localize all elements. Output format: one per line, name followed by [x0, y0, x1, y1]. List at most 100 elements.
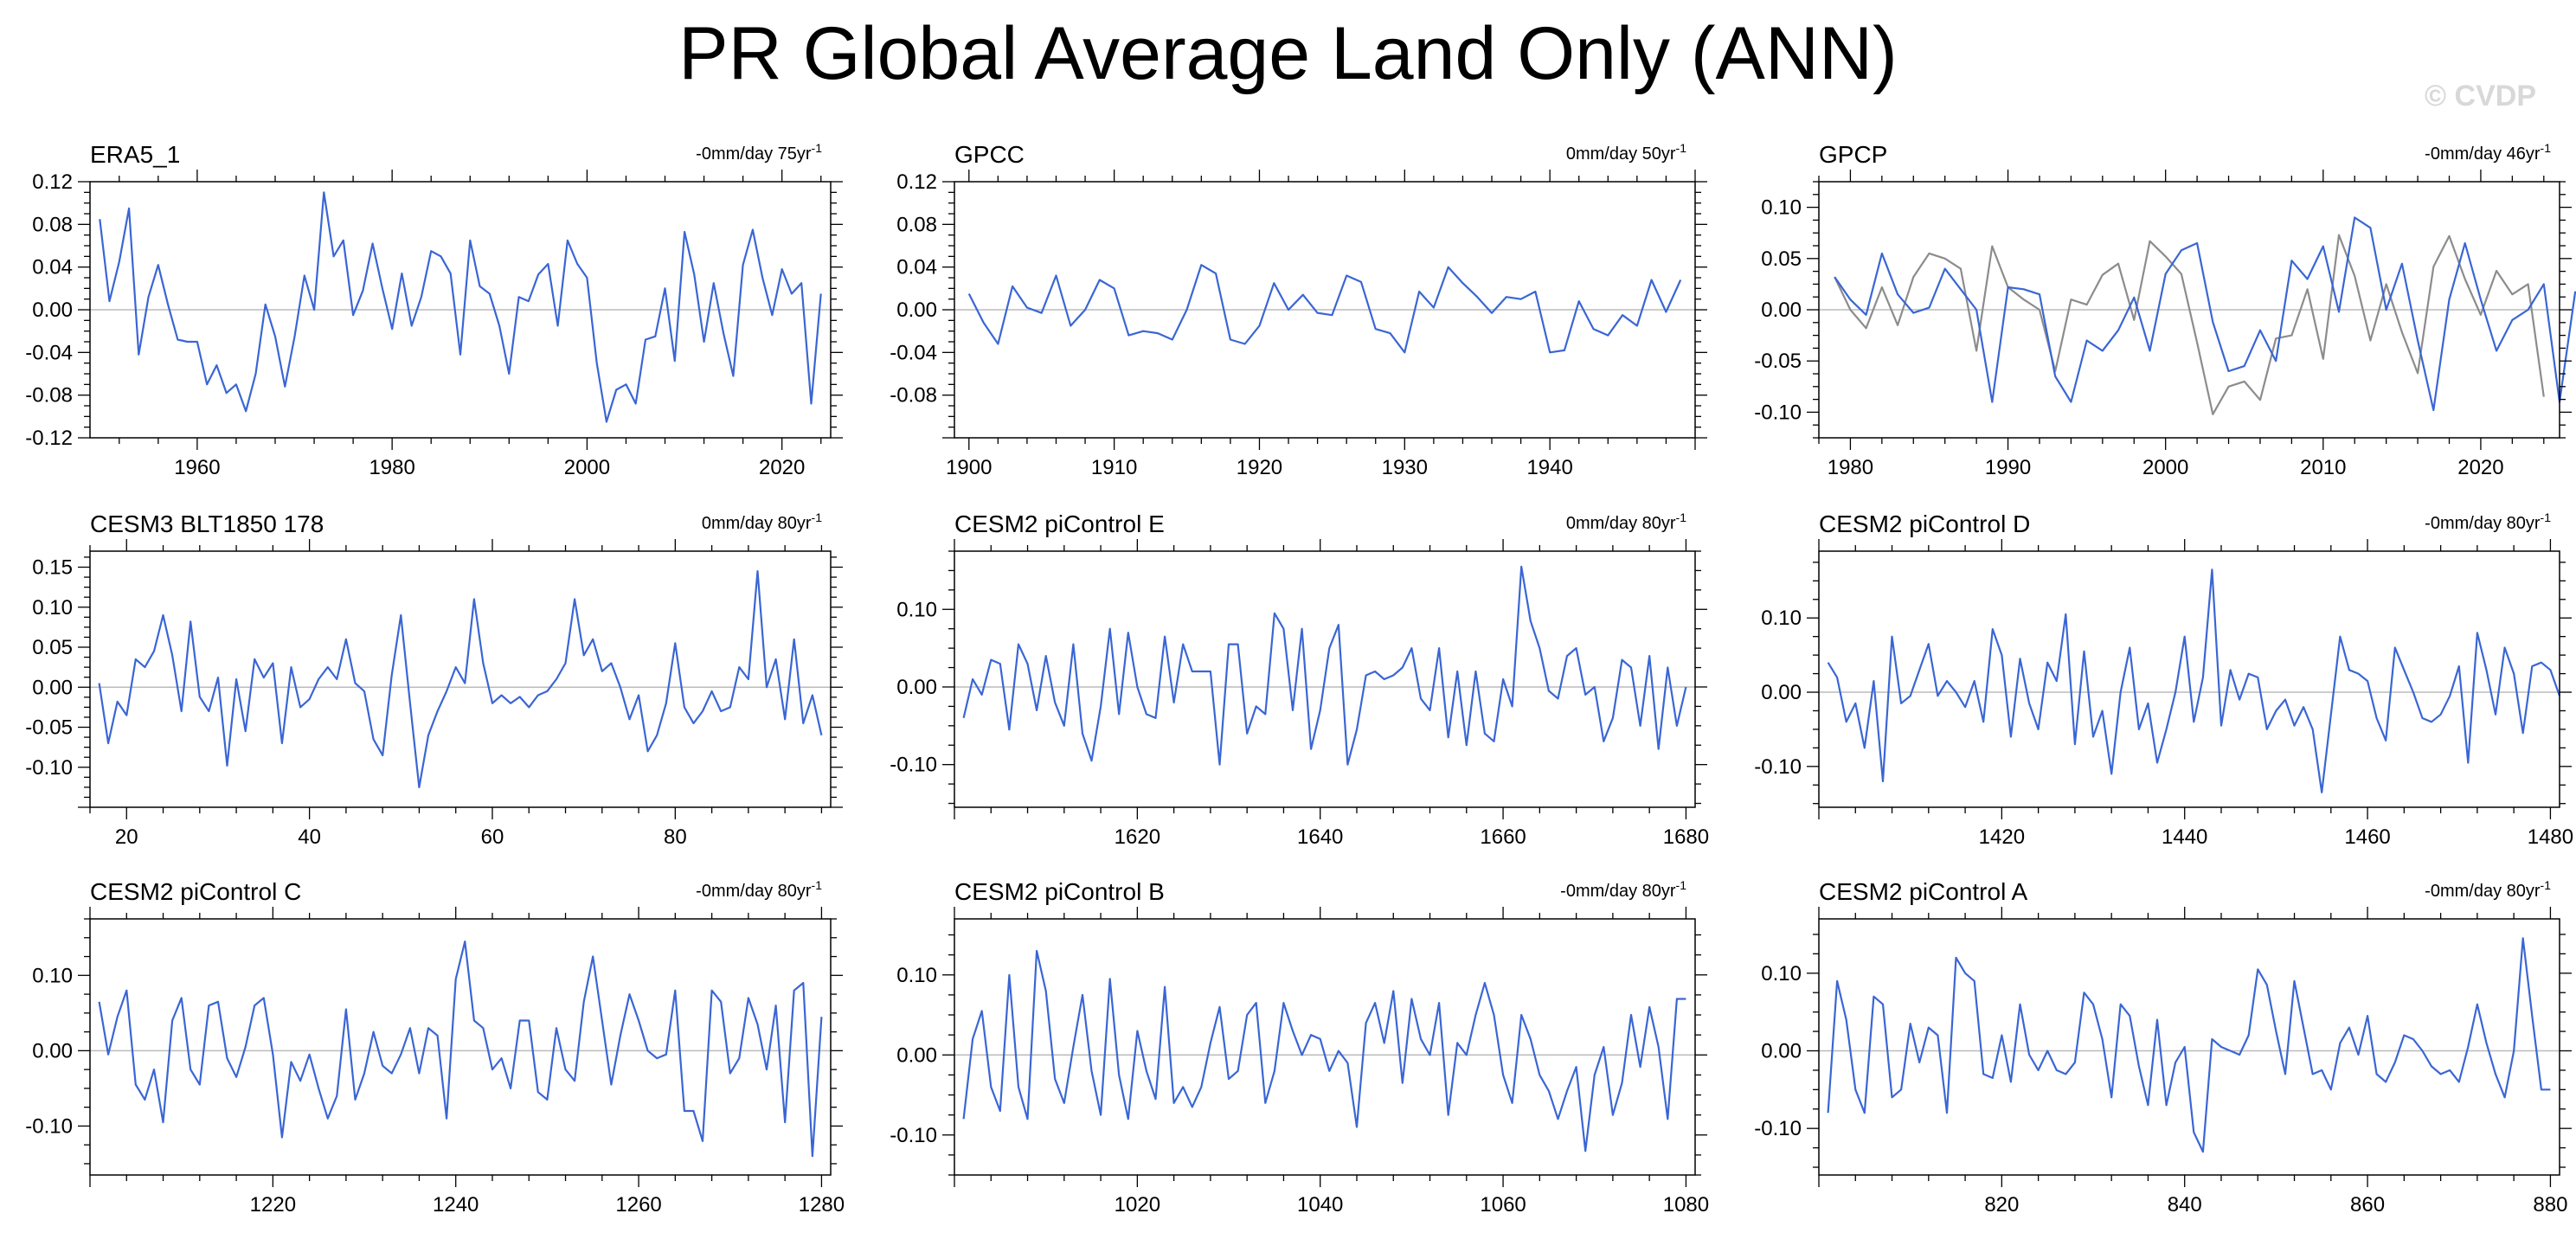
- panel-title: CESM3 BLT1850 178: [90, 510, 324, 537]
- y-tick-label: 0.12: [32, 170, 73, 194]
- panel-title: CESM2 piControl E: [954, 510, 1165, 537]
- x-tick-label: 2020: [2457, 456, 2503, 479]
- plot-frame: [954, 918, 1696, 1176]
- x-tick-label: 1460: [2344, 825, 2390, 849]
- panel-title: ERA5_1: [90, 141, 180, 168]
- chart-panel-5: CESM2 piControl E 0mm/day 80yr-1 1620 1640 1…: [890, 510, 1709, 849]
- series-line-1: [98, 940, 823, 1158]
- x-tick-label: 20: [115, 825, 138, 849]
- series-line-1: [1827, 937, 2551, 1153]
- series-line-1: [967, 264, 1682, 354]
- x-tick-label: 1930: [1382, 456, 1428, 479]
- chart-panel-8: CESM2 piControl B -0mm/day 80yr-1 1020 1040…: [890, 878, 1709, 1217]
- series-line-1: [99, 191, 822, 423]
- chart-panel-6: CESM2 piControl D -0mm/day 80yr-1 1420 1440…: [1754, 510, 2573, 849]
- x-tick-label: 2000: [2142, 456, 2188, 479]
- y-tick-label: -0.10: [1754, 401, 1802, 424]
- page-title: PR Global Average Land Only (ANN): [678, 12, 1898, 95]
- plot-frame: [89, 550, 832, 808]
- panel-title: GPCC: [954, 141, 1025, 168]
- x-tick-label: 1920: [1237, 456, 1282, 479]
- x-tick-label: 1980: [1828, 456, 1873, 479]
- x-tick-label: 40: [298, 825, 321, 849]
- y-tick-label: 0.10: [1761, 962, 1802, 986]
- trend-label: -0mm/day 80yr-1: [2425, 878, 2551, 901]
- x-tick-label: 1240: [433, 1193, 479, 1217]
- y-tick-label: 0.00: [1761, 1039, 1802, 1063]
- y-tick-label: 0.10: [896, 964, 937, 987]
- y-tick-label: 0.10: [32, 964, 73, 987]
- y-tick-label: 0.04: [896, 256, 937, 279]
- y-tick-label: 0.05: [32, 636, 73, 659]
- x-tick-label: 1080: [1663, 1193, 1709, 1217]
- x-tick-label: 1440: [2162, 825, 2207, 849]
- x-tick-label: 1910: [1091, 456, 1137, 479]
- y-tick-label: 0.05: [1761, 247, 1802, 271]
- y-tick-label: -0.10: [890, 1124, 937, 1147]
- y-tick-label: 0.08: [896, 213, 937, 236]
- x-tick-label: 880: [2533, 1193, 2567, 1217]
- x-tick-label: 1040: [1297, 1193, 1343, 1217]
- y-tick-label: 0.00: [32, 299, 73, 322]
- x-tick-label: 1640: [1297, 825, 1343, 849]
- panel-title: CESM2 piControl C: [90, 878, 301, 905]
- trend-label: -0mm/day 46yr-1: [2425, 141, 2551, 164]
- trend-label: 0mm/day 80yr-1: [1566, 510, 1686, 533]
- y-tick-label: -0.04: [25, 341, 73, 364]
- series-line-1: [1834, 234, 2545, 415]
- y-tick-label: 0.08: [32, 213, 73, 236]
- x-tick-label: 1940: [1526, 456, 1572, 479]
- x-tick-label: 2010: [2300, 456, 2346, 479]
- chart-panel-1: ERA5_1 -0mm/day 75yr-1 1960 1980 2000 2020 -0.…: [25, 141, 843, 479]
- y-tick-label: 0.10: [32, 596, 73, 620]
- plot-frame: [1818, 550, 2560, 808]
- trend-label: -0mm/day 80yr-1: [2425, 510, 2551, 533]
- series-line-1: [1827, 568, 2561, 793]
- x-tick-label: 2000: [564, 456, 610, 479]
- x-tick-label: 1280: [799, 1193, 845, 1217]
- y-tick-label: 0.04: [32, 256, 73, 279]
- y-tick-label: 0.15: [32, 556, 73, 580]
- y-tick-label: -0.05: [1754, 350, 1802, 373]
- trend-label: 0mm/day 80yr-1: [702, 510, 822, 533]
- y-tick-label: -0.10: [890, 754, 937, 777]
- x-tick-label: 80: [664, 825, 687, 849]
- x-tick-label: 2020: [759, 456, 805, 479]
- panel-title: CESM2 piControl B: [954, 878, 1165, 905]
- plot-frame: [89, 918, 832, 1176]
- y-tick-label: -0.08: [25, 384, 73, 408]
- chart-panel-3: GPCP -0mm/day 46yr-1 1980 1990 2000 2010 2020 -…: [1754, 141, 2576, 479]
- x-tick-label: 1260: [615, 1193, 661, 1217]
- y-tick-label: 0.00: [1761, 299, 1802, 322]
- x-tick-label: 1900: [946, 456, 992, 479]
- trend-label: 0mm/day 50yr-1: [1566, 141, 1686, 164]
- y-tick-label: -0.10: [25, 1114, 73, 1138]
- x-tick-label: 1680: [1663, 825, 1709, 849]
- y-tick-label: 0.10: [896, 598, 937, 621]
- y-tick-label: -0.10: [1754, 755, 1802, 779]
- y-tick-label: 0.00: [32, 1039, 73, 1063]
- panel-title: CESM2 piControl A: [1819, 878, 2028, 905]
- x-tick-label: 1620: [1115, 825, 1160, 849]
- x-tick-label: 1020: [1115, 1193, 1160, 1217]
- y-tick-label: 0.10: [1761, 196, 1802, 220]
- series-line-1: [962, 949, 1686, 1152]
- x-tick-label: 840: [2168, 1193, 2202, 1217]
- panel-title: CESM2 piControl D: [1819, 510, 2030, 537]
- y-tick-label: -0.04: [890, 341, 937, 364]
- plot-frame: [954, 550, 1696, 808]
- x-tick-label: 1980: [369, 456, 414, 479]
- y-tick-label: -0.10: [25, 756, 73, 780]
- x-tick-label: 1060: [1480, 1193, 1526, 1217]
- chart-panel-7: CESM2 piControl C -0mm/day 80yr-1 1220 1240…: [25, 878, 845, 1217]
- y-tick-label: -0.08: [890, 384, 937, 408]
- x-tick-label: 820: [1984, 1193, 2019, 1217]
- x-tick-label: 1990: [1985, 456, 2031, 479]
- trend-label: -0mm/day 80yr-1: [1560, 878, 1686, 901]
- x-tick-label: 1420: [1979, 825, 2025, 849]
- y-tick-label: -0.12: [25, 427, 73, 450]
- x-tick-label: 1660: [1480, 825, 1526, 849]
- x-tick-label: 860: [2350, 1193, 2385, 1217]
- y-tick-label: 0.00: [1761, 681, 1802, 704]
